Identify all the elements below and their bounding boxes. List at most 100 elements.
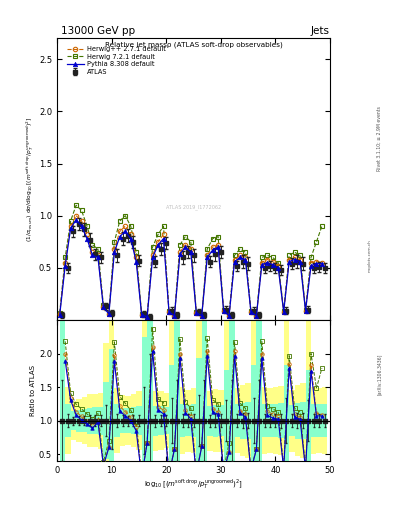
Text: Jets: Jets xyxy=(310,26,329,36)
Herwig++ 2.7.1 default xyxy=(303,308,308,314)
Herwig++ 2.7.1 default xyxy=(167,309,171,315)
Herwig 7.2.1 default xyxy=(79,207,84,214)
Herwig 7.2.1 default xyxy=(95,246,100,252)
Herwig++ 2.7.1 default xyxy=(232,257,237,263)
Herwig++ 2.7.1 default xyxy=(161,231,166,238)
Herwig 7.2.1 default xyxy=(156,231,160,238)
Herwig 7.2.1 default xyxy=(129,223,133,229)
Text: ATLAS 2019_I1772062: ATLAS 2019_I1772062 xyxy=(166,204,221,210)
Herwig++ 2.7.1 default xyxy=(248,309,253,315)
Pythia 8.308 default xyxy=(74,217,79,223)
Herwig 7.2.1 default xyxy=(259,254,264,261)
Herwig++ 2.7.1 default xyxy=(139,312,144,318)
Herwig++ 2.7.1 default xyxy=(129,231,133,238)
Herwig 7.2.1 default xyxy=(243,249,248,255)
Herwig++ 2.7.1 default xyxy=(216,242,220,248)
Pythia 8.308 default xyxy=(194,310,198,316)
Pythia 8.308 default xyxy=(129,236,133,242)
Herwig++ 2.7.1 default xyxy=(183,242,188,248)
Pythia 8.308 default xyxy=(270,262,275,268)
Herwig 7.2.1 default xyxy=(118,218,122,224)
Herwig 7.2.1 default xyxy=(123,212,128,219)
Herwig 7.2.1 default xyxy=(63,254,68,261)
Herwig++ 2.7.1 default xyxy=(243,254,248,261)
Herwig++ 2.7.1 default xyxy=(95,252,100,259)
Y-axis label: Ratio to ATLAS: Ratio to ATLAS xyxy=(30,365,36,416)
Pythia 8.308 default xyxy=(292,257,297,263)
Herwig++ 2.7.1 default xyxy=(199,313,204,319)
Herwig 7.2.1 default xyxy=(276,260,281,266)
Herwig 7.2.1 default xyxy=(134,249,139,255)
Pythia 8.308 default xyxy=(309,263,313,269)
Herwig++ 2.7.1 default xyxy=(227,313,231,319)
Herwig++ 2.7.1 default xyxy=(150,252,155,259)
Herwig 7.2.1 default xyxy=(205,246,209,252)
Herwig++ 2.7.1 default xyxy=(156,239,160,245)
Herwig 7.2.1 default xyxy=(320,223,324,229)
Pythia 8.308 default xyxy=(150,254,155,261)
Pythia 8.308 default xyxy=(210,247,215,253)
Text: [arXiv:1306.3436]: [arXiv:1306.3436] xyxy=(377,353,382,395)
Herwig 7.2.1 default xyxy=(84,223,89,229)
Herwig 7.2.1 default xyxy=(221,307,226,313)
Herwig++ 2.7.1 default xyxy=(145,314,149,320)
Herwig++ 2.7.1 default xyxy=(221,308,226,314)
Herwig++ 2.7.1 default xyxy=(57,311,62,317)
Pythia 8.308 default xyxy=(259,262,264,268)
Pythia 8.308 default xyxy=(238,254,242,261)
Text: Rivet 3.1.10; ≥ 2.9M events: Rivet 3.1.10; ≥ 2.9M events xyxy=(377,106,382,170)
Herwig 7.2.1 default xyxy=(189,239,193,245)
Herwig++ 2.7.1 default xyxy=(63,260,68,266)
Herwig 7.2.1 default xyxy=(303,307,308,313)
Herwig++ 2.7.1 default xyxy=(112,246,117,252)
Herwig++ 2.7.1 default xyxy=(84,231,89,238)
Pythia 8.308 default xyxy=(205,254,209,261)
Herwig 7.2.1 default xyxy=(216,233,220,240)
Pythia 8.308 default xyxy=(243,257,248,263)
Text: mcplots.cern.ch: mcplots.cern.ch xyxy=(367,240,371,272)
Line: Pythia 8.308 default: Pythia 8.308 default xyxy=(57,218,324,319)
Pythia 8.308 default xyxy=(265,260,270,266)
Pythia 8.308 default xyxy=(199,313,204,319)
Pythia 8.308 default xyxy=(216,244,220,250)
Herwig++ 2.7.1 default xyxy=(259,260,264,266)
Herwig 7.2.1 default xyxy=(254,313,259,319)
Herwig++ 2.7.1 default xyxy=(210,244,215,250)
Pythia 8.308 default xyxy=(320,261,324,267)
Herwig 7.2.1 default xyxy=(298,252,303,259)
Pythia 8.308 default xyxy=(183,244,188,250)
Pythia 8.308 default xyxy=(79,223,84,229)
Herwig 7.2.1 default xyxy=(287,252,292,259)
Herwig 7.2.1 default xyxy=(265,252,270,259)
Pythia 8.308 default xyxy=(107,311,111,317)
Pythia 8.308 default xyxy=(90,252,95,259)
Pythia 8.308 default xyxy=(134,259,139,265)
Text: 13000 GeV pp: 13000 GeV pp xyxy=(61,26,135,36)
Y-axis label: $(1/\sigma_\mathrm{resum})\ \mathrm{d}\sigma/\mathrm{d}\log_{10}[(m^{\mathrm{sof: $(1/\sigma_\mathrm{resum})\ \mathrm{d}\s… xyxy=(25,116,36,242)
Pythia 8.308 default xyxy=(57,312,62,318)
Herwig 7.2.1 default xyxy=(68,218,73,224)
Herwig++ 2.7.1 default xyxy=(134,254,139,261)
Line: Herwig 7.2.1 default: Herwig 7.2.1 default xyxy=(57,203,324,319)
Herwig 7.2.1 default xyxy=(90,242,95,248)
Herwig++ 2.7.1 default xyxy=(320,260,324,266)
Herwig++ 2.7.1 default xyxy=(107,311,111,317)
Herwig++ 2.7.1 default xyxy=(172,313,177,319)
Herwig 7.2.1 default xyxy=(150,244,155,250)
Pythia 8.308 default xyxy=(189,249,193,255)
Herwig 7.2.1 default xyxy=(227,312,231,318)
Herwig 7.2.1 default xyxy=(161,223,166,229)
Herwig 7.2.1 default xyxy=(248,308,253,314)
Pythia 8.308 default xyxy=(101,305,106,311)
Pythia 8.308 default xyxy=(303,308,308,314)
Herwig 7.2.1 default xyxy=(178,242,182,248)
Herwig++ 2.7.1 default xyxy=(298,257,303,263)
Text: Relative jet massρ (ATLAS soft-drop observables): Relative jet massρ (ATLAS soft-drop obse… xyxy=(105,41,283,48)
Herwig 7.2.1 default xyxy=(74,202,79,208)
Pythia 8.308 default xyxy=(112,249,117,255)
Pythia 8.308 default xyxy=(118,233,122,240)
Herwig++ 2.7.1 default xyxy=(74,212,79,219)
Pythia 8.308 default xyxy=(123,228,128,234)
Pythia 8.308 default xyxy=(287,259,292,265)
Pythia 8.308 default xyxy=(63,263,68,269)
